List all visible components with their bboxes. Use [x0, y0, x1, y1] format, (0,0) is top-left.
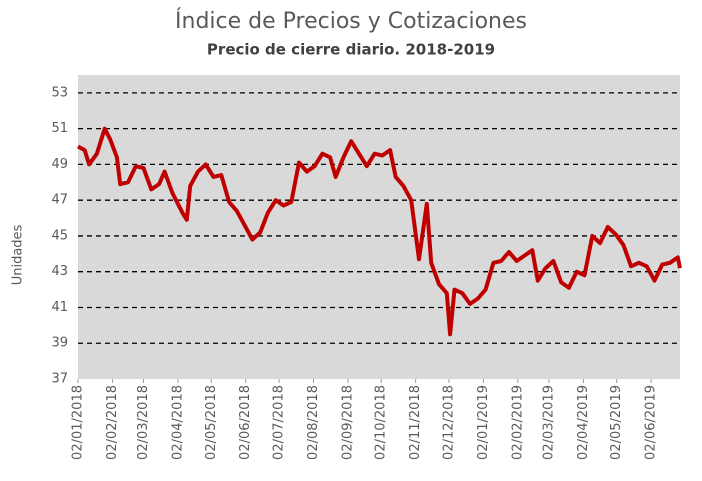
x-tick-label: 02/02/2018: [105, 385, 120, 460]
y-tick-label: 49: [51, 157, 68, 172]
x-tick-label: 02/11/2018: [408, 385, 423, 460]
plot-area: [78, 75, 680, 379]
y-axis-title: Unidades: [11, 224, 26, 285]
x-tick-label: 02/12/2018: [441, 385, 456, 460]
x-tick-label: 02/10/2018: [374, 385, 389, 460]
x-tick-label: 02/03/2018: [136, 385, 151, 460]
y-tick-label: 41: [51, 300, 68, 315]
x-tick-label: 02/01/2018: [71, 385, 86, 460]
y-tick-label: 39: [51, 336, 68, 351]
x-tick-label: 02/06/2019: [644, 385, 659, 460]
x-tick-label: 02/07/2018: [272, 385, 287, 460]
chart-title: Índice de Precios y Cotizaciones: [175, 8, 527, 34]
chart-subtitle: Precio de cierre diario. 2018-2019: [207, 41, 495, 59]
y-tick-label: 43: [51, 264, 68, 279]
x-tick-label: 02/09/2018: [340, 385, 355, 460]
x-tick-label: 02/04/2019: [576, 385, 591, 460]
x-tick-label: 02/05/2018: [204, 385, 219, 460]
x-tick-label: 02/04/2018: [170, 385, 185, 460]
y-tick-label: 51: [51, 121, 68, 136]
x-tick-label: 02/02/2019: [510, 385, 525, 460]
line-series: [77, 126, 682, 337]
x-tick-label: 02/05/2019: [609, 385, 624, 460]
y-tick-label: 37: [51, 372, 68, 387]
y-tick-label: 45: [51, 228, 68, 243]
x-tick-label: 02/03/2019: [541, 385, 556, 460]
x-tick-label: 02/08/2018: [306, 385, 321, 460]
x-tick-label: 02/01/2019: [476, 385, 491, 460]
y-tick-label: 47: [51, 193, 68, 208]
x-tick-label: 02/06/2018: [238, 385, 253, 460]
y-tick-label: 53: [51, 85, 68, 100]
